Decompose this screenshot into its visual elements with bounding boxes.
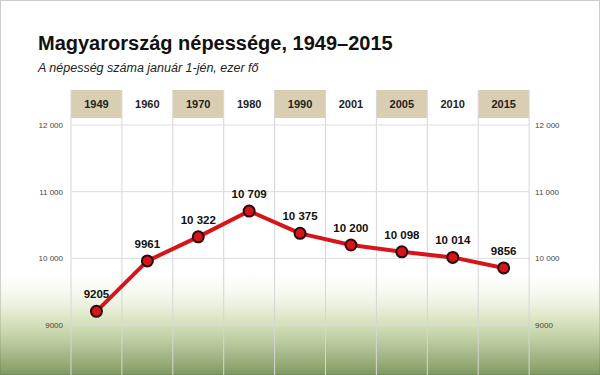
column-line (376, 90, 377, 375)
data-label: 10 375 (282, 210, 318, 222)
x-tick-label: 2005 (390, 98, 414, 110)
header-cell (224, 90, 275, 118)
plot-data (91, 206, 509, 317)
grid-line (71, 125, 529, 126)
chart: Magyarország népessége, 1949–2015 A népes… (0, 0, 600, 375)
background-crowd (0, 265, 600, 375)
y-tick-label-right: 10 000 (535, 254, 560, 263)
header-cell (427, 90, 478, 118)
y-tick-label-right: 12 000 (535, 121, 560, 130)
x-tick-label: 1949 (84, 98, 108, 110)
point (498, 262, 509, 273)
point (142, 255, 153, 266)
point (396, 246, 407, 257)
header-cell (326, 90, 377, 118)
grid-line (71, 325, 529, 326)
grid-line (71, 191, 529, 192)
point (345, 240, 356, 251)
header-cell (478, 90, 529, 118)
y-tick-label: 12 000 (39, 121, 64, 130)
x-tick-label: 1990 (288, 98, 312, 110)
column-line (529, 90, 530, 375)
header-cell (122, 90, 173, 118)
x-tick-label: 2010 (441, 98, 465, 110)
column-line (223, 90, 224, 375)
point (244, 206, 255, 217)
x-tick-label: 1960 (135, 98, 159, 110)
header-cell (71, 90, 122, 118)
y-tick-label: 9000 (45, 321, 63, 330)
point (193, 231, 204, 242)
x-tick-label: 1970 (186, 98, 210, 110)
column-line (478, 90, 479, 375)
data-label: 9205 (84, 288, 110, 300)
data-label: 9961 (135, 238, 161, 250)
line (96, 211, 503, 311)
subtitle: A népesség száma január 1-jén, ezer fő (37, 61, 260, 75)
column-line (325, 90, 326, 375)
data-label: 10 322 (181, 214, 216, 226)
point (295, 228, 306, 239)
y-tick-label: 10 000 (39, 254, 64, 263)
point (447, 252, 458, 263)
y-tick-label: 11 000 (39, 188, 63, 197)
header-cell (173, 90, 224, 118)
column-line (172, 90, 173, 375)
data-label: 10 200 (333, 222, 368, 234)
y-tick-label-right: 11 000 (535, 188, 559, 197)
x-tick-label: 1980 (237, 98, 261, 110)
x-tick-label: 2015 (491, 98, 515, 110)
data-label: 9856 (491, 245, 517, 257)
column-line (274, 90, 275, 375)
axis-line (71, 90, 72, 375)
x-tick-label: 2001 (339, 98, 363, 110)
header-cell (376, 90, 427, 118)
column-line (121, 90, 122, 375)
data-label: 10 014 (435, 234, 471, 246)
data-label: 10 098 (384, 229, 420, 241)
data-label: 10 709 (232, 188, 267, 200)
point (91, 306, 102, 317)
title: Magyarország népessége, 1949–2015 (38, 32, 393, 54)
border (1, 1, 600, 375)
header-cell (275, 90, 326, 118)
y-tick-label-right: 9000 (535, 321, 553, 330)
column-line (427, 90, 428, 375)
